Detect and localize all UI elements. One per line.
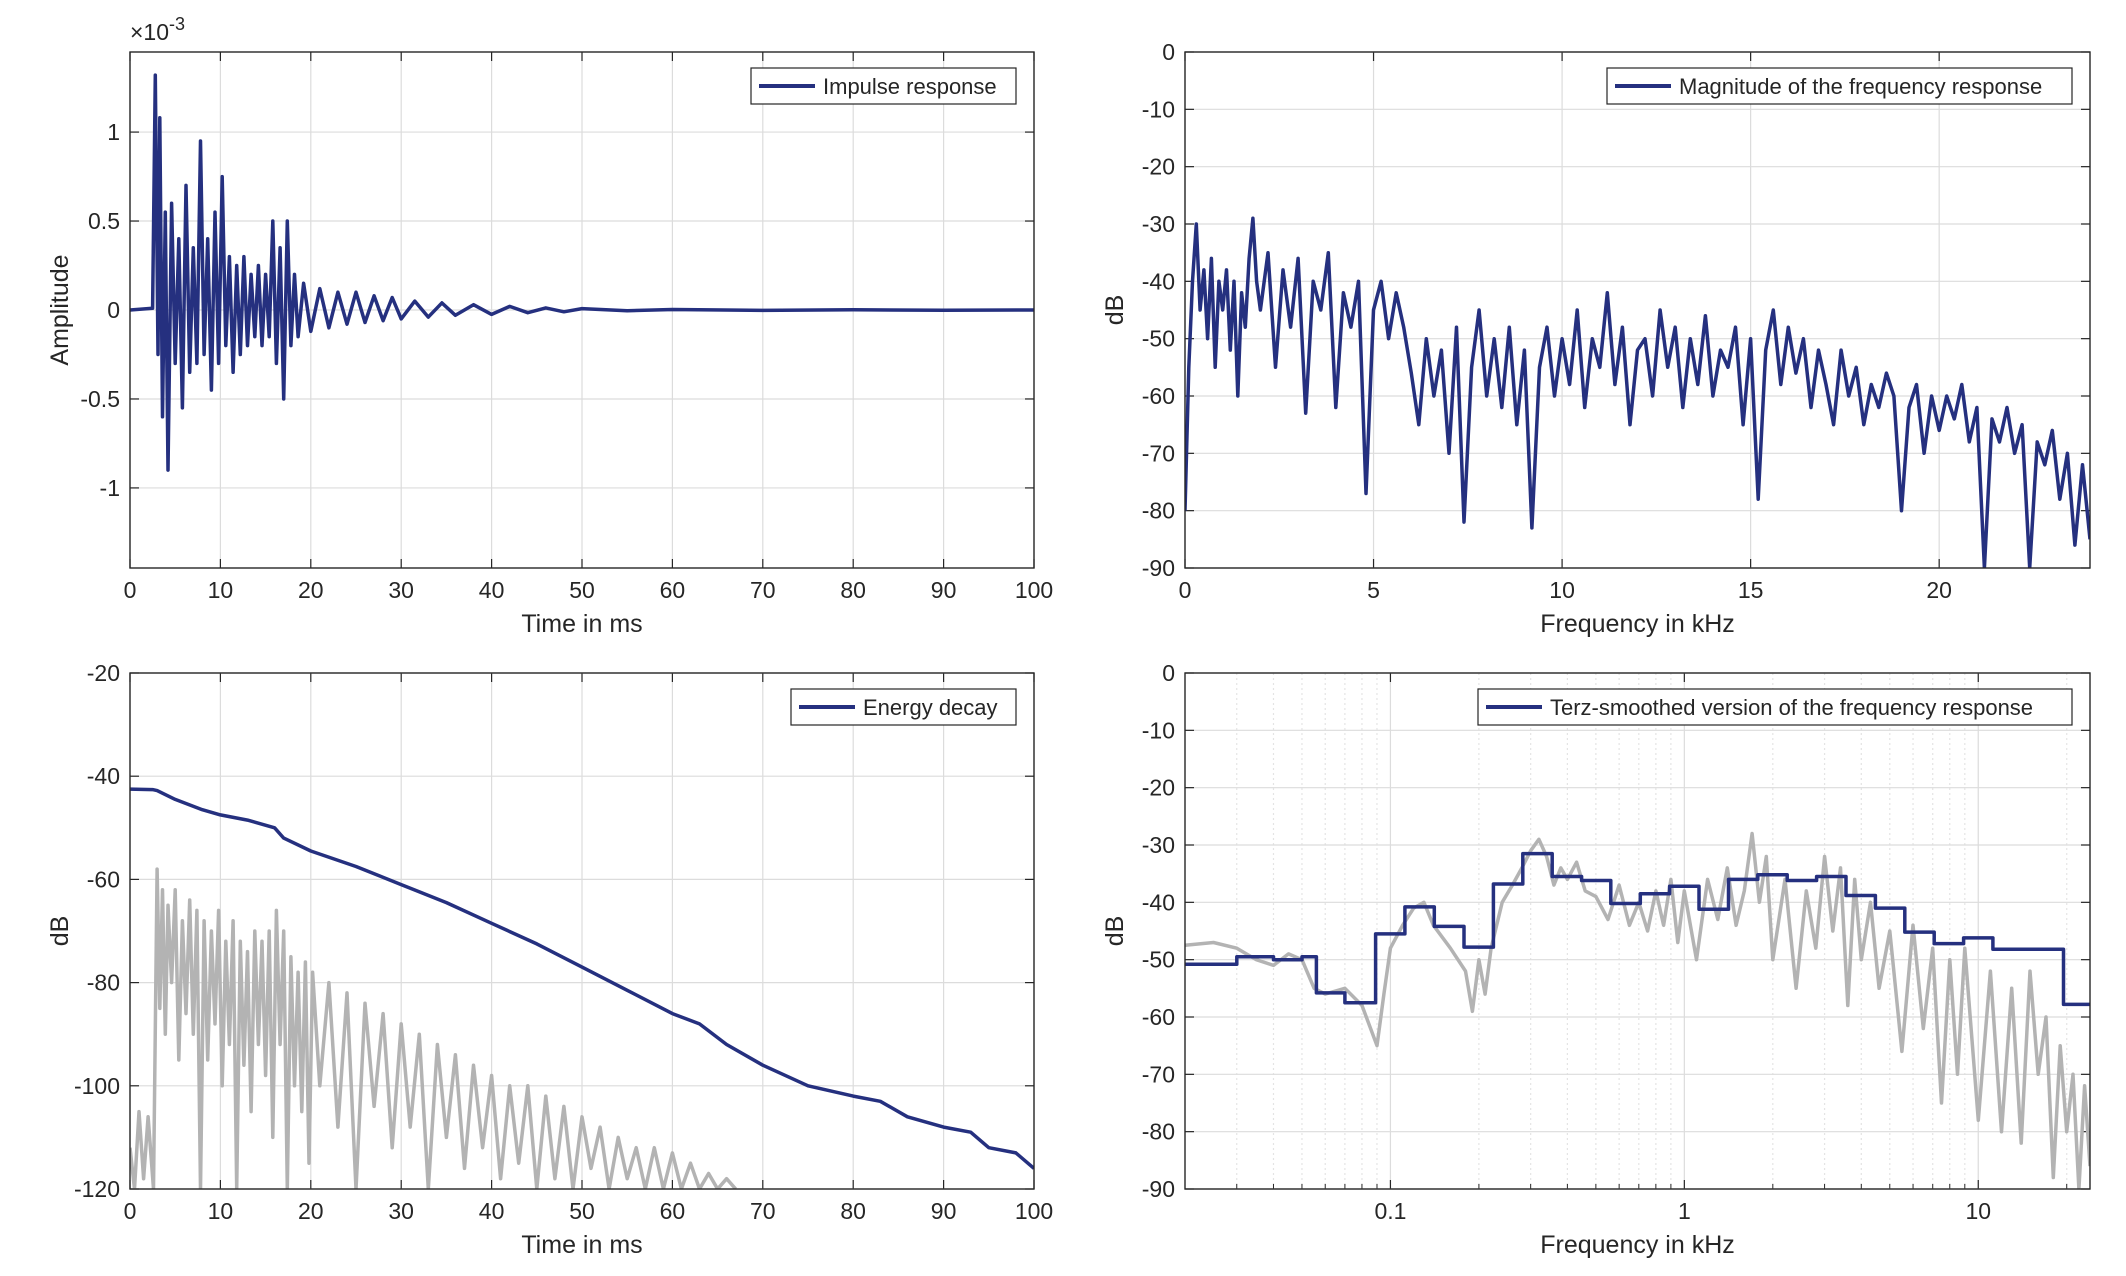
impulse-exponent-label: ×10-3	[130, 14, 185, 45]
energy-x-tick-label: 80	[840, 1198, 866, 1224]
impulse-x-tick-label: 100	[1015, 577, 1053, 603]
terz-axes-frame	[1184, 672, 2091, 1190]
terz-y-tick-label: -60	[1142, 1004, 1175, 1030]
magnitude-y-tick-label: 0	[1162, 39, 1175, 65]
impulse-x-axis-label: Time in ms	[521, 610, 642, 638]
magnitude-legend	[1606, 67, 2073, 105]
impulse-legend-label: Impulse response	[823, 74, 997, 99]
impulse-x-tick-label: 0	[124, 577, 137, 603]
magnitude-y-tick-label: -90	[1142, 555, 1175, 581]
terz-y-axis-label: dB	[1101, 916, 1129, 947]
magnitude-y-tick-label: -10	[1142, 96, 1175, 122]
terz-x-tick-label: 1	[1678, 1198, 1691, 1224]
energy-x-tick-label: 90	[931, 1198, 957, 1224]
impulse-x-tick-label: 20	[298, 577, 324, 603]
impulse-x-tick-label: 40	[479, 577, 505, 603]
terz-legend	[1477, 688, 2073, 726]
terz-y-tick-label: -90	[1142, 1176, 1175, 1202]
terz-series-line	[1185, 851, 2090, 1007]
impulse-y-tick-label: -0.5	[80, 386, 120, 412]
impulse-x-tick-label: 70	[750, 577, 776, 603]
impulse-y-tick-label: 1	[107, 119, 120, 145]
magnitude-x-tick-label: 5	[1367, 577, 1380, 603]
magnitude-panel: 0 5 10 15 20 0 -10 -20 -30 -40 -50 -60 -70 -80 -90 Freq…	[1101, 39, 2091, 638]
magnitude-y-tick-label: -80	[1142, 498, 1175, 524]
impulse-x-tick-label: 50	[569, 577, 595, 603]
energy-x-tick-label: 20	[298, 1198, 324, 1224]
magnitude-series-line	[1185, 216, 2090, 568]
terz-panel: 0.1 1 10 0 -10 -20 -30 -40 -50 -60 -70 -80 -90 Freque…	[1101, 660, 2091, 1259]
energy-x-tick-label: 10	[208, 1198, 234, 1224]
terz-legend-label: Terz-smoothed version of the frequency r…	[1550, 695, 2033, 720]
magnitude-x-axis-label: Frequency in kHz	[1540, 610, 1735, 638]
impulse-series-line	[130, 73, 1034, 472]
magnitude-legend-label: Magnitude of the frequency response	[1679, 74, 2042, 99]
energy-x-axis-label: Time in ms	[521, 1231, 642, 1259]
energy-x-tick-label: 70	[750, 1198, 776, 1224]
terz-y-tick-label: -70	[1142, 1061, 1175, 1087]
impulse-y-tick-label: 0	[107, 297, 120, 323]
terz-y-tick-label: -30	[1142, 832, 1175, 858]
energy-y-tick-label: -40	[87, 763, 120, 789]
magnitude-y-tick-label: -30	[1142, 211, 1175, 237]
terz-y-tick-label: -40	[1142, 889, 1175, 915]
energy-y-tick-label: -80	[87, 970, 120, 996]
energy-x-tick-label: 40	[479, 1198, 505, 1224]
magnitude-y-tick-label: -40	[1142, 268, 1175, 294]
magnitude-y-tick-label: -70	[1142, 440, 1175, 466]
impulse-x-tick-label: 80	[840, 577, 866, 603]
magnitude-x-tick-label: 10	[1549, 577, 1575, 603]
impulse-y-axis-label: Amplitude	[46, 254, 74, 365]
magnitude-x-tick-label: 20	[1926, 577, 1952, 603]
magnitude-y-axis-label: dB	[1101, 295, 1129, 326]
impulse-exponent-sup: -3	[169, 14, 185, 34]
impulse-y-tick-label: -1	[100, 475, 120, 501]
terz-x-tick-label: 10	[1965, 1198, 1991, 1224]
terz-y-tick-label: 0	[1162, 660, 1175, 686]
energy-y-tick-label: -120	[74, 1176, 120, 1202]
magnitude-x-tick-label: 15	[1738, 577, 1764, 603]
terz-y-tick-label: -50	[1142, 947, 1175, 973]
impulse-axes-frame	[129, 51, 1035, 569]
magnitude-axes-frame	[1184, 51, 2091, 569]
impulse-y-tick-label: 0.5	[88, 208, 120, 234]
impulse-panel: 0 10 20 30 40 50 60 70 80 90 100 -1 -0.5 0 0.5 1 Time in…	[46, 14, 1053, 638]
energy-x-tick-label: 30	[388, 1198, 414, 1224]
energy-panel: 0 10 20 30 40 50 60 70 80 90 100 -20 -40 -60 -80 -100 -1…	[46, 660, 1053, 1259]
energy-x-tick-label: 60	[660, 1198, 686, 1224]
impulse-x-tick-label: 90	[931, 577, 957, 603]
terz-y-tick-label: -80	[1142, 1119, 1175, 1145]
terz-x-axis-label: Frequency in kHz	[1540, 1231, 1735, 1259]
energy-y-tick-label: -100	[74, 1073, 120, 1099]
energy-series-line	[130, 787, 1034, 1170]
magnitude-y-tick-label: -20	[1142, 154, 1175, 180]
energy-reference-line	[130, 867, 738, 1189]
energy-y-axis-label: dB	[46, 916, 74, 947]
terz-x-tick-label: 0.1	[1374, 1198, 1406, 1224]
energy-axes-frame	[129, 672, 1035, 1190]
impulse-x-tick-label: 30	[388, 577, 414, 603]
impulse-x-tick-label: 10	[208, 577, 234, 603]
energy-x-tick-label: 0	[124, 1198, 137, 1224]
magnitude-y-tick-label: -60	[1142, 383, 1175, 409]
terz-y-tick-label: -10	[1142, 717, 1175, 743]
impulse-x-tick-label: 60	[660, 577, 686, 603]
energy-y-tick-label: -20	[87, 660, 120, 686]
energy-x-tick-label: 50	[569, 1198, 595, 1224]
energy-legend-label: Energy decay	[863, 695, 998, 720]
energy-x-tick-label: 100	[1015, 1198, 1053, 1224]
terz-y-tick-label: -20	[1142, 775, 1175, 801]
terz-plot-area	[1185, 673, 2090, 1189]
magnitude-x-tick-label: 0	[1179, 577, 1192, 603]
energy-y-tick-label: -60	[87, 866, 120, 892]
magnitude-y-tick-label: -50	[1142, 326, 1175, 352]
